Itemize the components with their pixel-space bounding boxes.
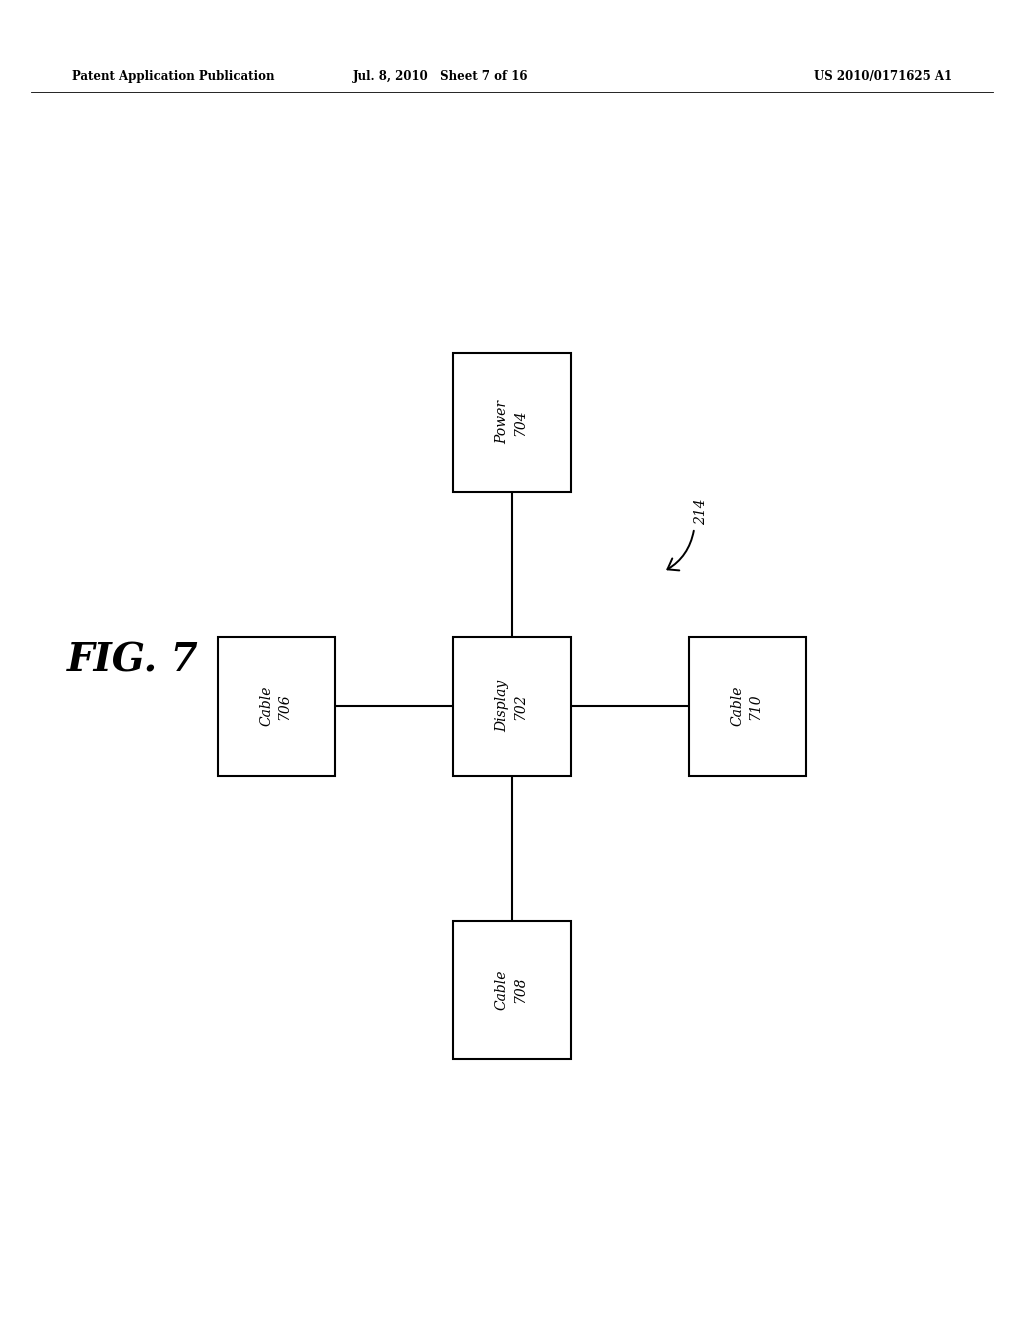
Text: Power: Power [495, 400, 509, 445]
Bar [453, 921, 571, 1059]
Text: FIG. 7: FIG. 7 [68, 642, 199, 678]
Bar [688, 636, 807, 776]
Text: 702: 702 [513, 693, 527, 719]
Text: Jul. 8, 2010   Sheet 7 of 16: Jul. 8, 2010 Sheet 7 of 16 [352, 70, 528, 83]
Text: Cable: Cable [730, 686, 744, 726]
Bar [218, 636, 336, 776]
Text: 708: 708 [513, 977, 527, 1003]
Text: 710: 710 [749, 693, 763, 719]
FancyArrowPatch shape [668, 531, 694, 570]
Text: 706: 706 [278, 693, 292, 719]
Text: Patent Application Publication: Patent Application Publication [72, 70, 274, 83]
Bar [453, 352, 571, 491]
Text: Cable: Cable [259, 686, 273, 726]
Text: 214: 214 [694, 499, 709, 525]
Text: 704: 704 [513, 409, 527, 436]
Text: Cable: Cable [495, 970, 509, 1010]
Text: US 2010/0171625 A1: US 2010/0171625 A1 [814, 70, 952, 83]
Text: Display: Display [495, 680, 509, 733]
Bar [453, 636, 571, 776]
